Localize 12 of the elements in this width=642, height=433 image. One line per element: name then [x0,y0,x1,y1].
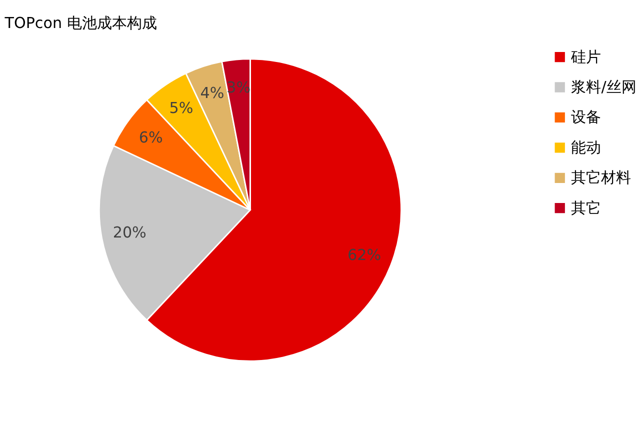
data-label: 62% [348,246,382,264]
data-label: 4% [200,84,224,102]
legend-label: 能动 [571,138,602,156]
data-label: 20% [112,224,146,242]
legend-label: 其它 [571,198,602,217]
legend-label: 硅片 [570,48,602,66]
data-label: 5% [169,99,194,118]
legend-label: 浆料/丝网 [571,78,636,96]
chart-title: TOPcon 电池成本构成 [4,14,157,32]
legend-label: 其它材料 [571,168,632,187]
legend-label: 设备 [571,108,602,126]
data-label: 6% [138,128,163,147]
